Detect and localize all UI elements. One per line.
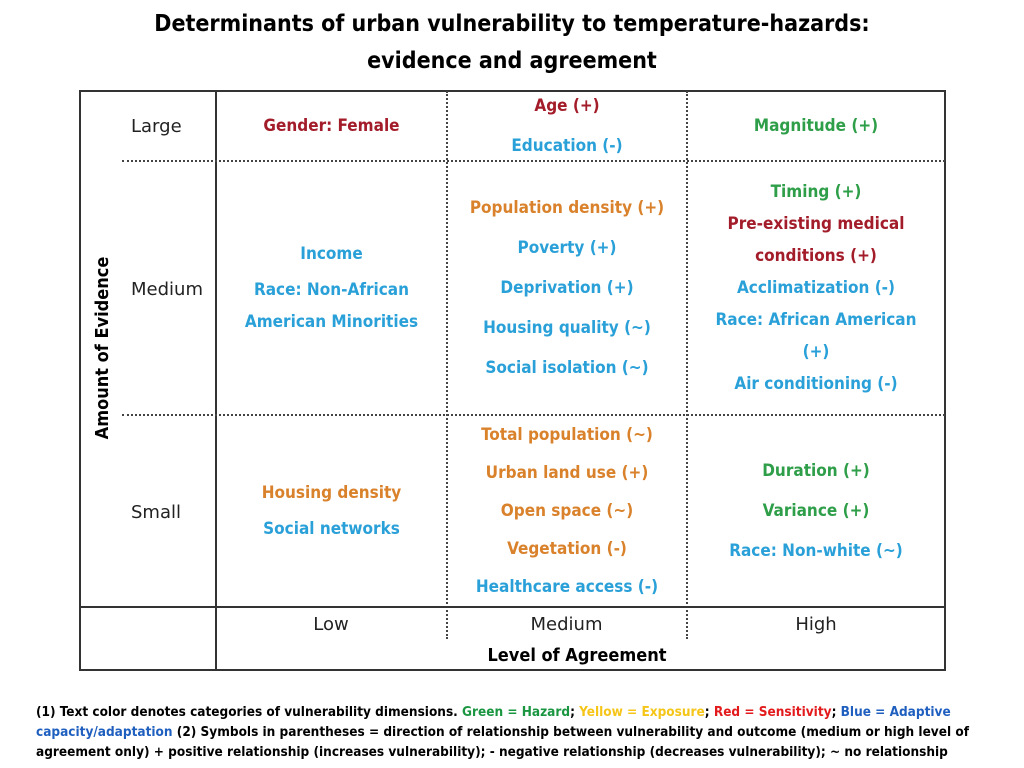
determinant-item: Total population (~) xyxy=(481,425,653,445)
determinant-item: Education (-) xyxy=(511,136,623,156)
divider-medium-high xyxy=(686,91,688,639)
cell-small-medium: Total population (~) Urban land use (+) Op… xyxy=(448,416,686,606)
footnote-part2: (2) Symbols in parentheses = direction o… xyxy=(36,724,969,760)
determinant-item: Income xyxy=(300,244,363,264)
legend-adaptive: Blue = Adaptive capacity/adaptation xyxy=(36,704,951,740)
cell-small-high: Duration (+) Variance (+) Race: Non-white … xyxy=(688,416,944,606)
determinant-item: Variance (+) xyxy=(762,501,870,521)
divider-rowlabel xyxy=(215,90,217,671)
determinant-item: Housing quality (~) xyxy=(483,318,651,338)
page-title-line2: evidence and agreement xyxy=(367,48,657,74)
matrix-frame xyxy=(79,90,946,671)
row-label-medium: Medium xyxy=(131,279,203,300)
determinant-item: Race: African American (+) xyxy=(715,310,917,362)
footnote: (1) Text color denotes categories of vul… xyxy=(36,702,1001,762)
determinant-item: Timing (+) xyxy=(770,182,862,202)
determinant-item: Deprivation (+) xyxy=(500,278,634,298)
divider-low-medium xyxy=(446,91,448,639)
determinant-item: Pre-existing medical conditions (+) xyxy=(727,214,905,266)
determinant-item: Race: Non-white (~) xyxy=(729,541,903,561)
y-axis-label: Amount of Evidence xyxy=(92,256,113,440)
determinant-item: Social isolation (~) xyxy=(485,358,649,378)
column-label-low: Low xyxy=(313,614,349,635)
divider-large-medium xyxy=(122,160,945,162)
footnote-sep3: ; xyxy=(831,704,841,720)
determinant-item: Gender: Female xyxy=(263,116,400,136)
legend-hazard: Green = Hazard xyxy=(462,704,571,720)
divider-column-labels xyxy=(79,606,945,608)
legend-sensitivity: Red = Sensitivity xyxy=(713,704,832,720)
legend-exposure: Yellow = Exposure xyxy=(579,704,705,720)
determinant-item: Urban land use (+) xyxy=(485,463,649,483)
cell-medium-high: Timing (+) Pre-existing medical condition… xyxy=(688,162,944,414)
determinant-item: Open space (~) xyxy=(500,501,634,521)
determinant-item: Air conditioning (-) xyxy=(734,374,898,394)
cell-large-medium: Age (+) Education (-) xyxy=(448,92,686,160)
page-title-line1: Determinants of urban vulnerability to t… xyxy=(154,11,870,37)
cell-large-high: Magnitude (+) xyxy=(688,92,944,160)
determinant-item: Magnitude (+) xyxy=(753,116,879,136)
determinant-item: Duration (+) xyxy=(762,461,870,481)
row-label-large: Large xyxy=(131,116,182,137)
row-label-small: Small xyxy=(131,502,181,523)
column-label-high: High xyxy=(795,614,837,635)
cell-small-low: Housing density Social networks xyxy=(217,416,446,606)
determinant-item: Population density (+) xyxy=(469,198,665,218)
divider-medium-small xyxy=(122,414,945,416)
determinant-item: Healthcare access (-) xyxy=(475,577,659,597)
determinant-item: Vegetation (-) xyxy=(507,539,627,559)
footnote-sep2: ; xyxy=(704,704,714,720)
footnote-part1: (1) Text color denotes categories of vul… xyxy=(36,704,463,720)
cell-medium-medium: Population density (+) Poverty (+) Depriva… xyxy=(448,162,686,414)
column-label-medium: Medium xyxy=(530,614,603,635)
determinant-item: Age (+) xyxy=(534,96,600,116)
x-axis-label: Level of Agreement xyxy=(487,645,667,666)
determinant-item: Housing density xyxy=(261,483,402,503)
determinant-item: Race: Non-African American Minorities xyxy=(244,280,419,332)
cell-medium-low: Income Race: Non-African American Minorit… xyxy=(217,162,446,414)
determinant-item: Poverty (+) xyxy=(517,238,617,258)
cell-large-low: Gender: Female xyxy=(217,92,446,160)
determinant-item: Acclimatization (-) xyxy=(736,278,896,298)
footnote-sep1: ; xyxy=(570,704,580,720)
determinant-item: Social networks xyxy=(263,519,400,539)
